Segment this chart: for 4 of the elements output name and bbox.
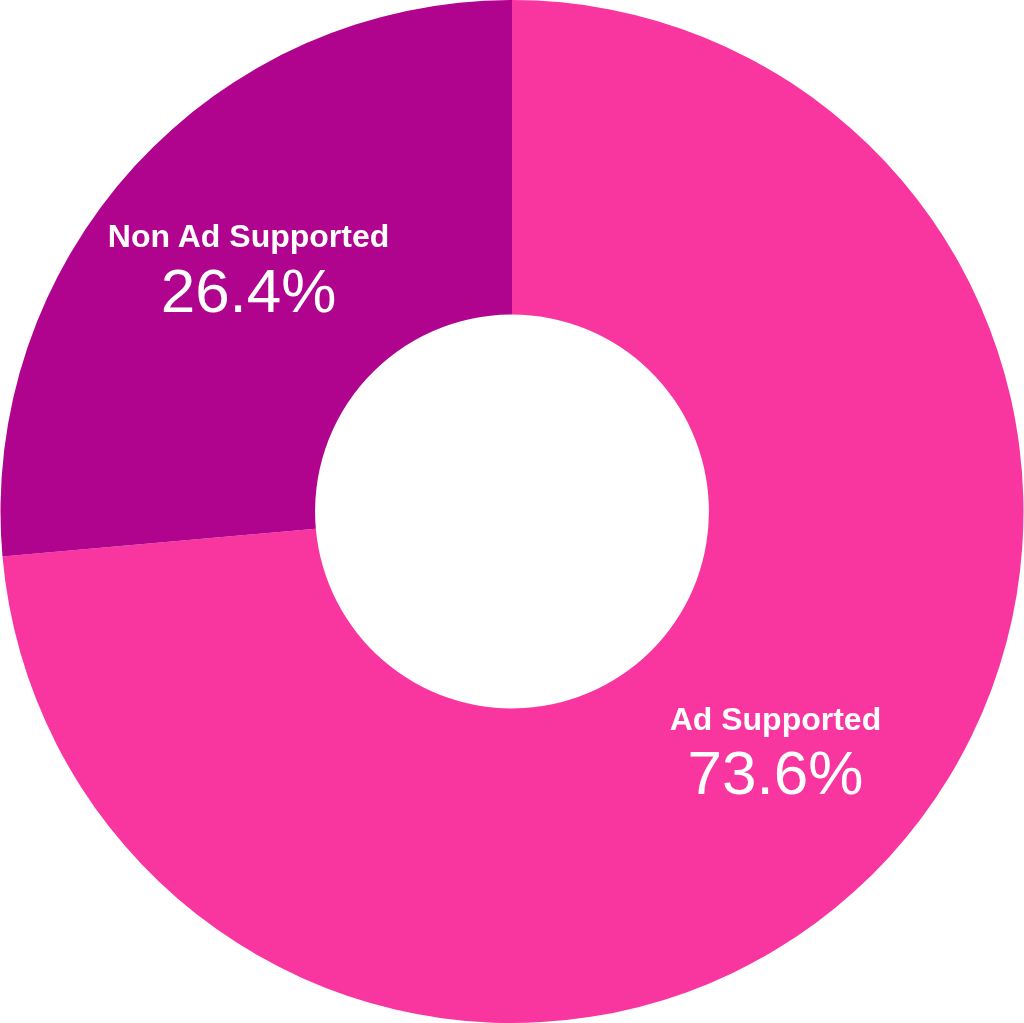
- slice-label: Non Ad Supported: [107, 218, 390, 255]
- slice-label: Ad Supported: [669, 700, 882, 737]
- data-label: 73.6%: [687, 738, 864, 808]
- data-label: 26.4%: [160, 255, 337, 325]
